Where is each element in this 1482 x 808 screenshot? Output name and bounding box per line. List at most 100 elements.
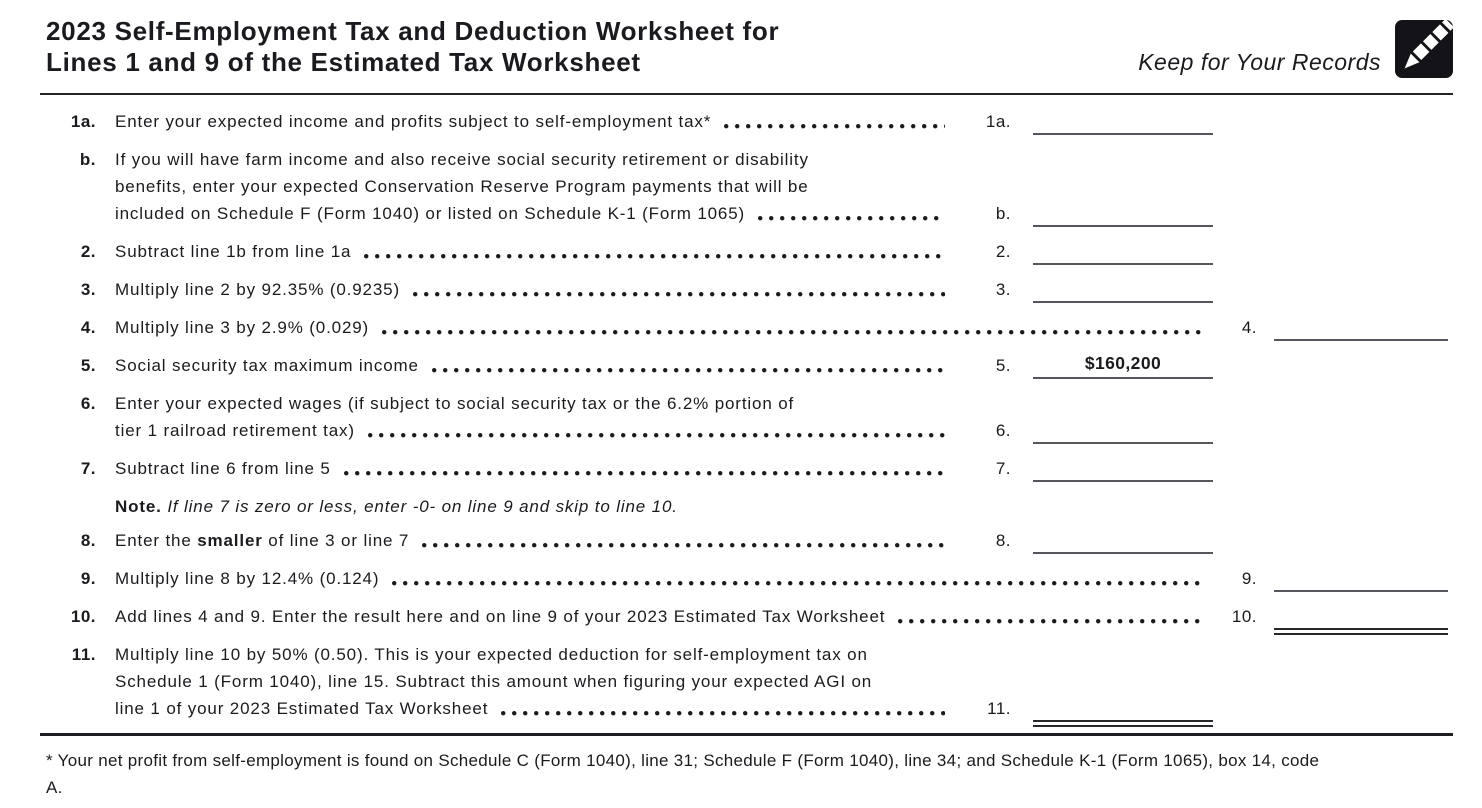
dot-leader [364, 254, 945, 259]
amount-line-label: 7. [995, 459, 1011, 478]
spacer [1213, 146, 1453, 227]
amount-line-label: 8. [995, 531, 1011, 550]
line-text: Enter your expected income and profits s… [115, 112, 712, 131]
footnote-line-1: * Your net profit from self-employment i… [46, 751, 1320, 770]
line-number: 8. [80, 531, 96, 550]
line-text: included on Schedule F (Form 1040) or li… [115, 204, 746, 223]
line-text: line 1 of your 2023 Estimated Tax Worksh… [115, 699, 489, 718]
line-text: Schedule 1 (Form 1040), line 15. Subtrac… [115, 672, 873, 691]
amount-line-label: 5. [995, 356, 1011, 375]
line-number: 6. [80, 394, 96, 413]
amount-slot: 6. [955, 390, 1213, 444]
line-description: Multiply line 8 by 12.4% (0.124) [115, 565, 1213, 592]
footnote-line-2: A. [46, 778, 63, 797]
line-text: Multiply line 2 by 92.35% (0.9235) [115, 280, 400, 299]
worksheet-header: 2023 Self-Employment Tax and Deduction W… [46, 16, 1453, 78]
worksheet-row: 8. Enter the smaller of line 3 or line 7 8… [46, 527, 1453, 554]
worksheet-row: b. If you will have farm income and also … [46, 146, 1453, 227]
line-description: If you will have farm income and also re… [115, 146, 955, 227]
line-number: 4. [80, 318, 96, 337]
title-line-2: Lines 1 and 9 of the Estimated Tax Works… [46, 47, 641, 77]
spacer [1213, 641, 1453, 722]
keep-for-records-label: Keep for Your Records [1138, 49, 1381, 75]
dot-leader [501, 711, 945, 716]
amount-line-label: 4. [1241, 318, 1257, 337]
amount-slot: 2. [955, 238, 1213, 265]
line-text: Add lines 4 and 9. Enter the result here… [115, 607, 886, 626]
worksheet-row: 6. Enter your expected wages (if subject … [46, 390, 1453, 444]
bottom-rule [40, 733, 1453, 736]
amount-field-4[interactable] [1274, 314, 1448, 341]
amount-field-6[interactable] [1033, 417, 1213, 444]
footnote: * Your net profit from self-employment i… [46, 747, 1453, 801]
line-description: Subtract line 6 from line 5 [115, 455, 955, 482]
note-row: Note. If line 7 is zero or less, enter -… [46, 493, 1453, 520]
line-text: Note. If line 7 is zero or less, enter -… [115, 493, 678, 520]
amount-slot: 10. [1213, 603, 1453, 636]
line-description: Enter your expected income and profits s… [115, 108, 955, 135]
amount-slot: 11. [955, 641, 1213, 728]
amount-line-label: 11. [987, 699, 1011, 718]
dot-leader [367, 433, 945, 438]
line-number: 10. [70, 607, 96, 626]
line-text: Subtract line 6 from line 5 [115, 459, 331, 478]
note-text: Note. If line 7 is zero or less, enter -… [115, 493, 1453, 520]
worksheet-row: 11. Multiply line 10 by 50% (0.50). This … [46, 641, 1453, 728]
amount-field-1b[interactable] [1033, 200, 1213, 227]
amount-field-8[interactable] [1033, 527, 1213, 554]
worksheet-rows: 1a. Enter your expected income and profit… [46, 108, 1453, 728]
worksheet-row: 2. Subtract line 1b from line 1a 2. [46, 238, 1453, 265]
amount-slot: b. [955, 146, 1213, 227]
amount-line-label: 1a. [985, 112, 1011, 131]
amount-slot: 3. [955, 276, 1213, 303]
line-number: 11. [71, 645, 96, 664]
amount-field-3[interactable] [1033, 276, 1213, 303]
amount-slot: 1a. [955, 108, 1213, 135]
spacer [1213, 527, 1453, 554]
line-number: 5. [80, 356, 96, 375]
amount-line-label: 6. [995, 421, 1011, 440]
line-text: tier 1 railroad retirement tax) [115, 421, 355, 440]
line-text: Social security tax maximum income [115, 356, 419, 375]
page-title: 2023 Self-Employment Tax and Deduction W… [46, 16, 1138, 78]
line-text: Multiply line 10 by 50% (0.50). This is … [115, 645, 868, 664]
amount-field-11[interactable] [1033, 695, 1213, 728]
amount-field-2[interactable] [1033, 238, 1213, 265]
amount-line-label: 3. [995, 280, 1011, 299]
dot-leader [758, 216, 945, 221]
worksheet-row: 10. Add lines 4 and 9. Enter the result h… [46, 603, 1453, 636]
worksheet-row: 4. Multiply line 3 by 2.9% (0.029) 4. [46, 314, 1453, 341]
worksheet-row: 1a. Enter your expected income and profit… [46, 108, 1453, 135]
line-text: If you will have farm income and also re… [115, 150, 809, 169]
line-description: Multiply line 10 by 50% (0.50). This is … [115, 641, 955, 722]
line-description: Subtract line 1b from line 1a [115, 238, 955, 265]
spacer [1213, 352, 1453, 379]
line-text: Multiply line 8 by 12.4% (0.124) [115, 569, 380, 588]
line-description: Social security tax maximum income [115, 352, 955, 379]
note-body: If line 7 is zero or less, enter -0- on … [167, 497, 678, 516]
amount-field-5: $160,200 [1033, 352, 1213, 379]
line-description: Enter the smaller of line 3 or line 7 [115, 527, 955, 554]
line-text: Enter the smaller of line 3 or line 7 [115, 531, 410, 550]
dot-leader [724, 124, 945, 129]
dot-leader [431, 368, 945, 373]
dot-leader [382, 330, 1203, 335]
line-number: 2. [80, 242, 96, 261]
dot-leader [392, 581, 1203, 586]
spacer [1213, 238, 1453, 265]
dot-leader [422, 543, 945, 548]
line-description: Multiply line 3 by 2.9% (0.029) [115, 314, 1213, 341]
title-line-1: 2023 Self-Employment Tax and Deduction W… [46, 16, 780, 46]
amount-field-9[interactable] [1274, 565, 1448, 592]
amount-field-7[interactable] [1033, 455, 1213, 482]
line-number: b. [79, 150, 96, 169]
line-number: 7. [80, 459, 96, 478]
amount-field-10[interactable] [1274, 603, 1448, 636]
worksheet-row: 9. Multiply line 8 by 12.4% (0.124) 9. [46, 565, 1453, 592]
amount-field-1a[interactable] [1033, 108, 1213, 135]
worksheet-row: 3. Multiply line 2 by 92.35% (0.9235) 3. [46, 276, 1453, 303]
line-description: Multiply line 2 by 92.35% (0.9235) [115, 276, 955, 303]
spacer [1213, 455, 1453, 482]
spacer [1213, 108, 1453, 135]
